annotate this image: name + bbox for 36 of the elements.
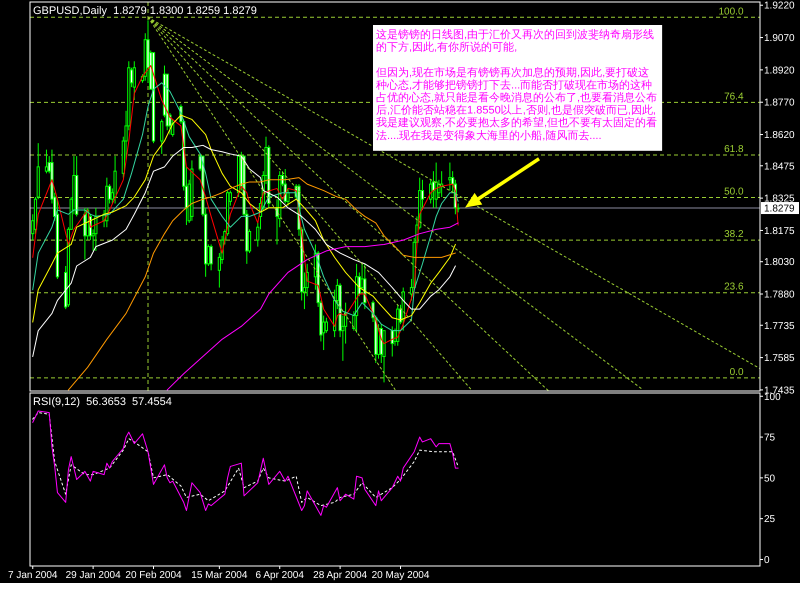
annotation: 23.6: [724, 282, 744, 293]
x-tick-label: 6 Apr 2004: [256, 570, 304, 581]
annotation: 100.0: [718, 6, 744, 18]
ref-line-label: 1.8279: [764, 204, 796, 215]
annotation: 76.4: [724, 91, 744, 102]
chart-title: GBPUSD,Daily 1.8279 1.8300 1.8259 1.8279: [33, 5, 257, 17]
y-tick-label: 1.8175: [764, 226, 796, 237]
x-tick-label: 20 Feb 2004: [125, 570, 182, 581]
x-tick-label: 15 Mar 2004: [191, 570, 248, 581]
annotation: 61.8: [724, 144, 744, 156]
annotation: 这是镑镑的日线图,由于汇价又再次的回到波斐纳奇扇形线的下方,因此,有你所说的可能,: [376, 28, 654, 54]
y-tick-label: 1.8475: [764, 161, 796, 172]
y-tick-label: 1.8030: [764, 257, 796, 268]
chart-title: RSI(9,12) 56.3653 57.4554: [33, 396, 172, 408]
annotation: 这是镑镑的日线图,由于汇价又再次的回到波斐纳奇扇形线的下方,因此,有你所说的可能, 但因为,现在市场是有镑镑再次加息的预期,因此,要打破这种心态,才能够把镑镑打下去...而能否打破现在市场的这种占优的心态,就只能是看今晚消息的公布了,也要看消息公布后,汇价能否站稳在1.8550以上,否则,也是假突破而已,因此,我是建议观察,不必要抱太多的希望,但也不要有太固定的看法....现在我是变得象大海里的小船,随风而去....: [373, 25, 662, 151]
y-tick-label: 0: [764, 554, 770, 566]
y-tick-label: 1.8770: [764, 98, 796, 109]
y-tick-label: 1.7585: [764, 353, 796, 364]
annotation: 38.2: [724, 229, 744, 240]
annotation: 0.0: [730, 366, 744, 378]
y-tick-label: 50: [764, 473, 776, 484]
x-tick-label: 7 Jan 2004: [8, 570, 58, 581]
annotation: 50.0: [724, 186, 744, 198]
x-tick-label: 29 Jan 2004: [66, 570, 122, 581]
x-tick-label: 20 May 2004: [372, 570, 430, 581]
x-tick-label: 28 Apr 2004: [313, 570, 368, 581]
annotation: 但因为,现在市场是有镑镑再次加息的预期,因此,要打破这种心态,才能够把镑镑打下去...而能否打破现在市场的这种占优的心态,就只能是看今晚消息的公布了,也要看消息公布后,汇价能否站稳在1.8550以上,否则,也是假突破而已,因此,我是建议观察,不必要抱太多的希望,但也不要有太固定的看法....现在我是变得象大海里的小船,随风而去....: [376, 66, 658, 142]
y-tick-label: 1.9070: [764, 33, 796, 44]
y-tick-label: 75: [764, 432, 776, 444]
y-tick-label: 1.8325: [764, 194, 796, 205]
y-tick-label: 25: [764, 514, 776, 526]
y-tick-label: 1.8620: [764, 130, 796, 142]
y-tick-label: 1.8920: [764, 65, 796, 76]
y-tick-label: 1.9220: [764, 0, 796, 12]
y-tick-label: 1.7880: [764, 290, 796, 301]
y-tick-label: 1.7735: [764, 320, 796, 332]
